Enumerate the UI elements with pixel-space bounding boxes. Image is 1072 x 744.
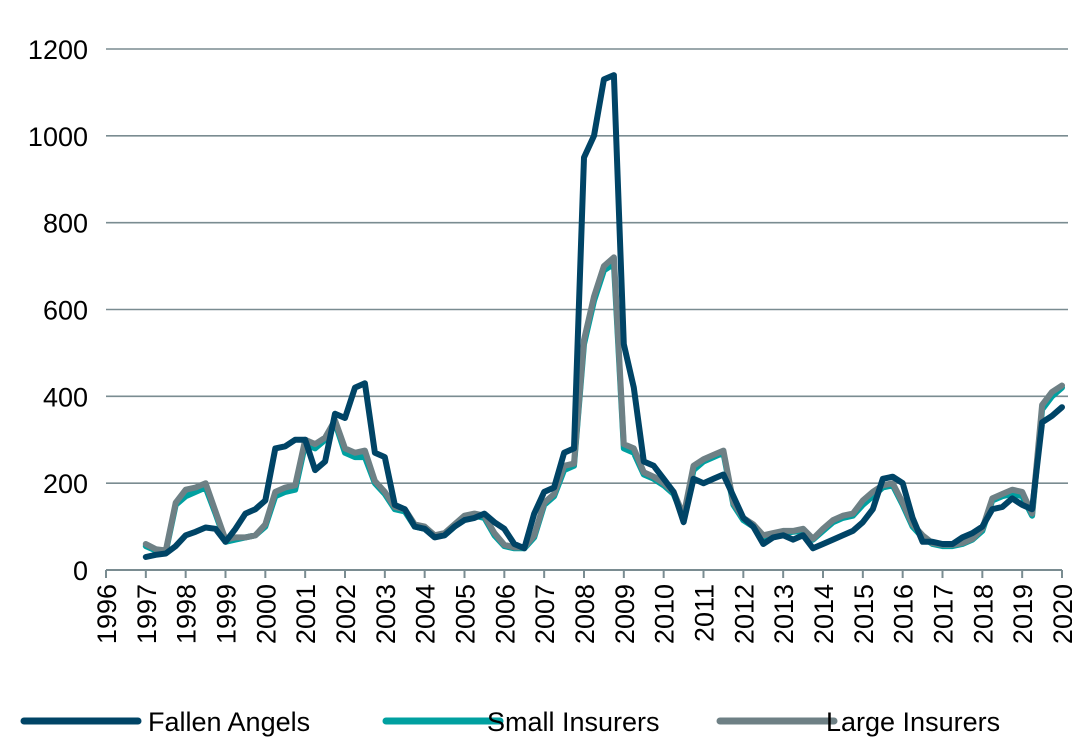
x-tick-label: 2019 (1008, 584, 1038, 644)
x-tick-label: 2009 (610, 584, 640, 644)
legend-item: Small Insurers (382, 707, 660, 737)
legend-label: Large Insurers (826, 707, 1000, 737)
x-tick-label: 2004 (411, 584, 441, 644)
legend-item: Large Insurers (716, 707, 1000, 737)
series-lines (142, 72, 1065, 560)
x-tick-label: 2018 (968, 584, 998, 644)
series-line-small-insurers (142, 260, 1065, 555)
x-tick-label: 2016 (889, 584, 919, 644)
x-tick-label: 1996 (92, 584, 122, 644)
x-tick-label: 2014 (809, 584, 839, 644)
x-axis: 1996 1997 1998 1999 2000 2001 2002 2003 2004 2005… (92, 569, 1072, 644)
y-tick-label: 1200 (28, 35, 88, 65)
y-axis: 0 200 400 600 800 1000 1200 (28, 35, 88, 586)
x-tick-label: 2007 (530, 584, 560, 644)
legend-label: Small Insurers (487, 707, 660, 737)
x-tick-label: 2000 (251, 584, 281, 644)
x-tick-label: 2003 (371, 584, 401, 644)
x-tick-label: 2010 (650, 584, 680, 644)
x-tick-label: 2013 (769, 584, 799, 644)
x-tick-label: 2020 (1048, 584, 1072, 644)
y-tick-label: 1000 (28, 122, 88, 152)
y-tick-label: 400 (43, 382, 88, 412)
x-tick-label: 2017 (929, 584, 959, 644)
x-tick-label: 2002 (331, 584, 361, 644)
x-tick-label: 1998 (172, 584, 202, 644)
x-tick-label: 2011 (690, 584, 720, 642)
x-tick-label: 2006 (490, 584, 520, 644)
y-tick-label: 0 (73, 556, 88, 586)
y-tick-label: 200 (43, 469, 88, 499)
legend-item: Fallen Angels (20, 707, 310, 737)
series-line-large-insurers (142, 254, 1065, 554)
y-tick-label: 800 (43, 209, 88, 239)
gridlines (106, 48, 1068, 484)
x-tick-label: 2012 (729, 584, 759, 644)
x-tick-label: 1999 (212, 584, 242, 644)
x-tick-label: 2008 (570, 584, 600, 644)
x-tick-label: 2015 (849, 584, 879, 644)
legend: Fallen Angels Small Insurers Large Insurer… (20, 707, 1000, 737)
y-tick-label: 600 (43, 296, 88, 326)
legend-label: Fallen Angels (148, 707, 310, 737)
series-line-fallen-angels (142, 72, 1065, 560)
x-tick-label: 2005 (451, 584, 481, 644)
x-tick-label: 2001 (291, 584, 321, 644)
x-tick-label: 1997 (132, 584, 162, 644)
